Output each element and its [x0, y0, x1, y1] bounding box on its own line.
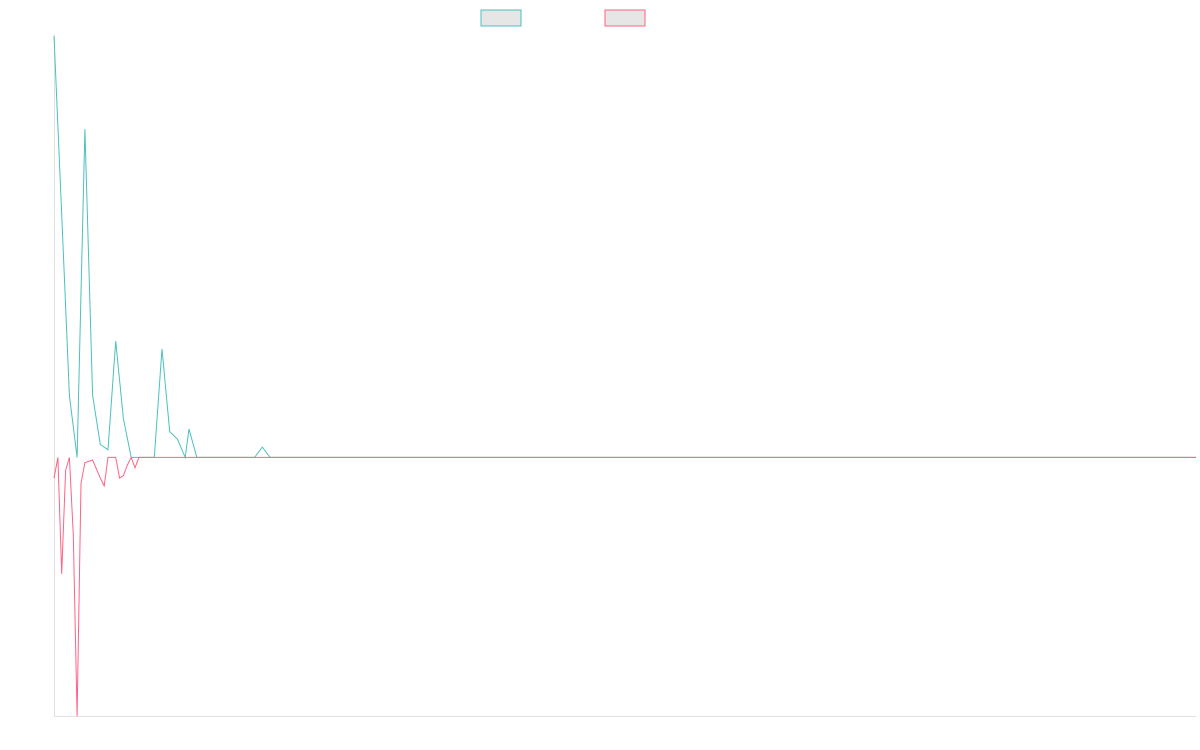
series-layer: [53, 35, 1196, 717]
legend: [480, 9, 646, 27]
legend-swatch-series-2[interactable]: [604, 9, 646, 27]
series-1-line: [53, 35, 1196, 460]
legend-swatch-series-1[interactable]: [480, 9, 522, 27]
series-2-line: [53, 456, 140, 717]
axes: [54, 34, 1196, 717]
